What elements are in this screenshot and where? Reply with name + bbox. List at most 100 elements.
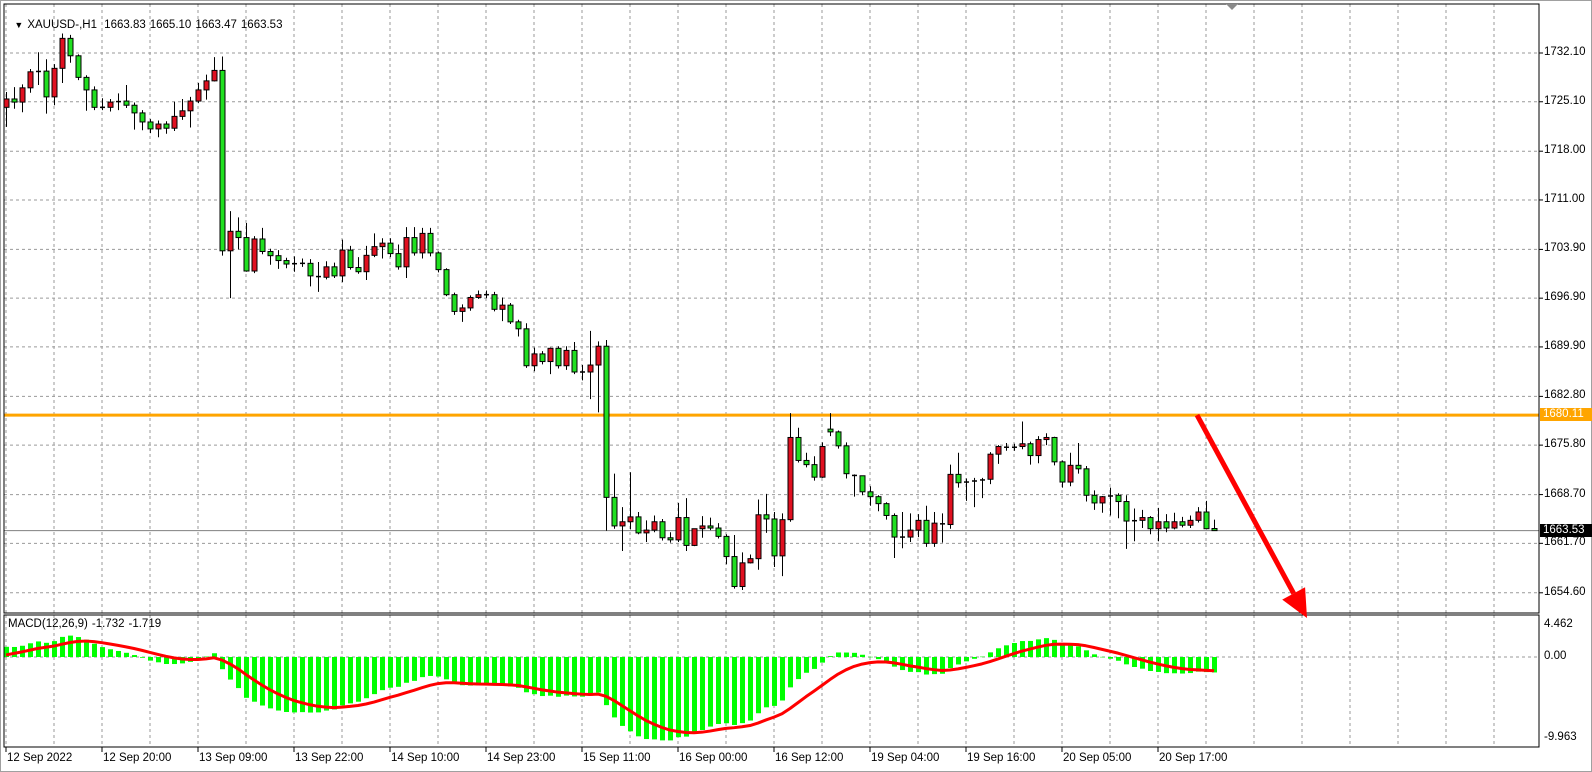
candle [587, 330, 594, 400]
macd-histogram-bar [1116, 657, 1121, 661]
candle [940, 513, 945, 543]
candle [563, 346, 570, 370]
arrow-annotation[interactable] [1194, 413, 1307, 618]
candle-body-bear [11, 98, 18, 103]
macd-histogram-bar [1100, 656, 1105, 658]
candle-body-bear [427, 232, 434, 254]
candle [171, 101, 178, 132]
time-axis-label: 12 Sep 2022 [7, 752, 73, 764]
candle [1019, 421, 1026, 450]
candle [43, 59, 50, 114]
time-axis-label: 20 Sep 05:00 [1063, 752, 1132, 764]
candle-body-bear [1211, 528, 1218, 532]
candle [972, 477, 977, 508]
candle-body-bull [179, 110, 186, 117]
macd-histogram-bar [1060, 643, 1065, 657]
macd-histogram-bar [212, 653, 217, 657]
triangle-down-icon[interactable]: ▼ [14, 20, 24, 30]
macd-histogram-bar [1084, 650, 1089, 657]
candle-body-bear [1179, 521, 1186, 526]
candle-body-bear [275, 255, 282, 262]
candle-body-bull [651, 521, 658, 531]
macd-histogram-bar [124, 652, 129, 657]
candle [835, 430, 842, 449]
candle [1099, 495, 1106, 513]
candle [300, 258, 305, 267]
candle [931, 511, 938, 547]
macd-histogram-bar [1044, 638, 1049, 657]
candle [1035, 436, 1042, 464]
price-axis-label: 1718.00 [1544, 144, 1586, 157]
candle-body-bull [379, 242, 386, 248]
time-axis-label: 16 Sep 00:00 [679, 752, 748, 764]
macd-histogram-bar [844, 652, 849, 657]
macd-histogram-bar [388, 657, 393, 688]
macd-signal-line [5, 639, 1215, 735]
price-axis-label: 1654.60 [1544, 585, 1586, 598]
candle [499, 297, 506, 322]
candle-body-bear [667, 537, 674, 541]
candle [36, 52, 41, 86]
macd-histogram-bar [4, 646, 9, 657]
candle [83, 75, 90, 111]
candle [395, 244, 402, 270]
macd-histogram-bar [260, 657, 265, 706]
candle [155, 120, 162, 138]
candle [1203, 500, 1210, 530]
arrow-shaft[interactable] [1194, 413, 1296, 595]
candle [227, 211, 234, 299]
chart-shift-marker-icon[interactable] [1226, 4, 1238, 10]
candle [1132, 508, 1137, 542]
macd-histogram-bar [796, 657, 801, 680]
macd-histogram-bar [60, 636, 65, 657]
arrow-head-icon[interactable] [1282, 587, 1307, 618]
candle-body-bear [147, 121, 154, 130]
candle-body-bear [163, 123, 170, 129]
macd-histogram-bar [396, 657, 401, 687]
candle-body-bear [1123, 501, 1130, 522]
candle [675, 502, 682, 542]
candle-body-bear [43, 70, 50, 98]
candle-body-bear [355, 267, 362, 273]
candle [211, 57, 218, 82]
candle-body-bull [643, 529, 650, 534]
candle [1163, 514, 1170, 533]
candle [283, 257, 290, 269]
candle [547, 347, 554, 375]
candle [659, 518, 666, 541]
candle [235, 217, 242, 250]
macd-histogram-bar [684, 657, 689, 737]
candle-body-bull [27, 71, 34, 89]
ohlc-close: 1663.53 [240, 19, 283, 31]
candle [1043, 433, 1050, 446]
candle [131, 102, 138, 130]
candle [643, 520, 650, 542]
candle [1051, 436, 1058, 466]
candle [1179, 516, 1186, 528]
candle-body-bear [1059, 461, 1066, 483]
candle [1004, 443, 1009, 451]
candle [123, 85, 130, 109]
macd-header: MACD(12,26,9) -1.732 -1.719 [8, 618, 165, 630]
macd-label: MACD(12,26,9) [8, 618, 88, 630]
candle [843, 442, 850, 479]
candle [980, 477, 985, 499]
candle-body-bull [1139, 517, 1146, 521]
macd-histogram-bar [804, 657, 809, 673]
candle-body-bear [763, 514, 770, 520]
candle [523, 323, 530, 368]
candle-body-bear [731, 556, 738, 588]
macd-histogram-bar [820, 657, 825, 663]
candle [731, 534, 738, 589]
candle [419, 227, 426, 259]
macd-histogram-bar [340, 657, 345, 706]
candle [219, 56, 226, 256]
candle-body-bull [619, 521, 626, 527]
macd-histogram-bar [412, 657, 417, 681]
candle [467, 295, 474, 311]
macd-axis-label: 0.00 [1544, 650, 1567, 662]
candle [292, 256, 297, 272]
macd-histogram-bar [948, 657, 953, 669]
